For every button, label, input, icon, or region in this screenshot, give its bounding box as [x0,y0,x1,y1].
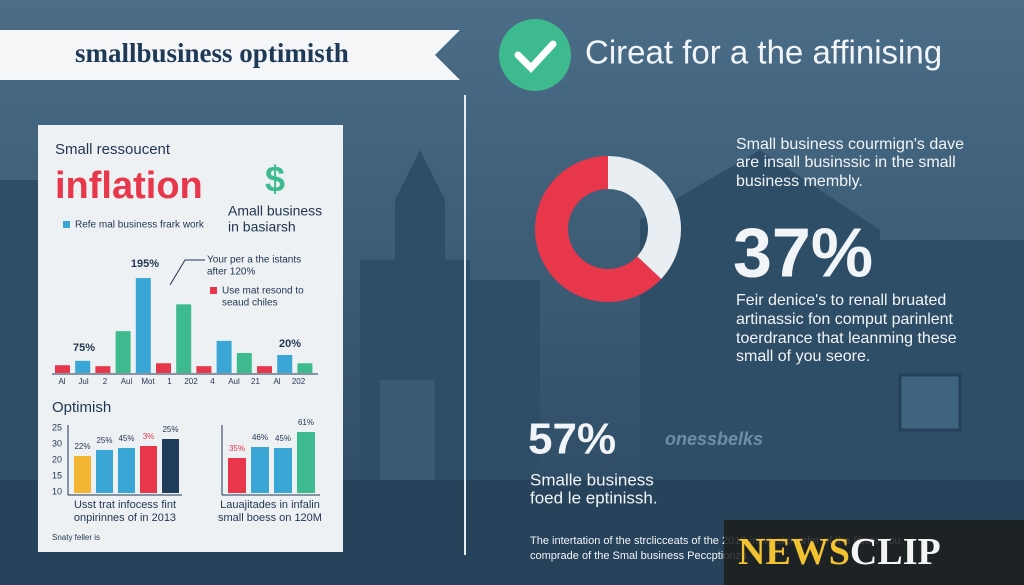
x-label: 1 [167,377,172,386]
bar [196,366,212,373]
dollar-icon: $ [265,159,285,200]
caption: onpirinnes of in 2013 [74,512,176,524]
card-heading: inflation [55,165,203,207]
sign: onessbelks [665,429,763,449]
callout-text: after 120% [207,267,255,278]
legend-text: seaud chiles [222,298,278,309]
bar-label: 45% [275,434,291,443]
x-label: 2 [103,377,108,386]
x-label: Al [273,377,280,386]
x-label: Mot [141,377,155,386]
bar-label: 61% [298,418,314,427]
bar [75,360,91,373]
window [898,373,962,432]
logo: NEWSCLIP [738,531,941,573]
bar [228,458,246,493]
bar [74,456,91,493]
callout-text: Your per a the istants [207,255,301,266]
left-title: smallbusiness optimisth [75,38,349,68]
axis-label: 25 [52,422,62,432]
axis-label: 15 [52,470,62,480]
para-text: toerdrance that leanming these [736,330,957,347]
bar [251,447,269,493]
bar [118,448,135,493]
side-text: Amall business [228,203,322,219]
big-stat: 37% [733,213,873,291]
callout-line [169,259,205,286]
right-title: Cireat for a the affinising [585,34,942,71]
logo-box [724,520,1024,585]
stat2-text: foed le eptinissh. [530,488,658,507]
bar [274,448,292,493]
side-text: in basiarsh [228,219,296,235]
bar [176,304,192,373]
donut-slice [608,156,681,279]
door [380,380,435,480]
legend-text: Use mat resond to [222,286,304,297]
caption: Lauajitades in infalin [220,499,320,511]
marks: Al Jul 2 Aul Mot 1 202 4 Aul 21 Al 202 25 30 20 15 10 22%… [52,156,681,496]
bar [115,331,131,373]
callout-value: 195% [131,258,159,270]
bar-label: 22% [74,442,90,451]
card-label: Small ressoucent [55,141,171,158]
axis-label: 10 [52,486,62,496]
section-title: Optimish [52,399,111,416]
bar-label: 25% [162,425,178,434]
bar [277,354,293,373]
bar-label: 45% [118,434,134,443]
footnote: Snaty feller is [52,533,100,542]
para-text: Feir denice's to renall bruated [736,292,946,309]
x-label: 202 [184,377,198,386]
bar [297,432,315,493]
bar-note: 20% [279,338,301,350]
bar [257,366,272,373]
check-mark [514,40,557,74]
bar [297,363,313,373]
x-label: 202 [292,377,306,386]
bottom-text: comprade of the Smal business Peccptionz… [530,550,748,562]
bar-label: 35% [229,444,245,453]
bar [95,366,111,373]
legend-text: Refe mal business frark work [75,220,205,231]
bar [135,278,151,373]
logo-part: CLIP [850,531,941,573]
caption: small boess on 120M [218,512,322,524]
donut-slice [534,156,662,302]
check-badge [499,19,571,91]
axis-label: 30 [52,438,62,448]
intro-text: Small business courmign's dave [736,136,964,153]
logo-part: NEWS [738,531,850,573]
axis-label: 20 [52,454,62,464]
stat2: 57% [528,415,616,464]
intro-text: business membly. [736,173,863,190]
x-label: Aul [228,377,240,386]
caption: Usst trat infocess fint [74,499,176,511]
x-label: Al [58,377,65,386]
legend-swatch [63,221,70,228]
para-text: small of you seore. [736,348,870,365]
bar [156,363,171,373]
skyline [0,150,1024,585]
legend-swatch [210,287,217,294]
bar [55,365,70,373]
bar [96,450,113,493]
x-label: 21 [251,377,260,386]
bar [140,446,157,493]
stat2-text: Smalle business [530,470,654,489]
bar-label: 3% [143,432,155,441]
x-label: Aul [121,377,133,386]
bar-label: 46% [252,433,268,442]
bar [236,353,252,373]
bar [162,439,179,493]
x-label: 4 [210,377,215,386]
bar [216,340,232,373]
para-text: artinassic fon comput parinlent [736,311,954,328]
intro-text: are insall businssic in the small [736,154,956,171]
x-label: Jul [78,377,88,386]
title-ribbon [0,30,460,80]
bar-note: 75% [73,342,95,354]
bar-label: 25% [96,436,112,445]
